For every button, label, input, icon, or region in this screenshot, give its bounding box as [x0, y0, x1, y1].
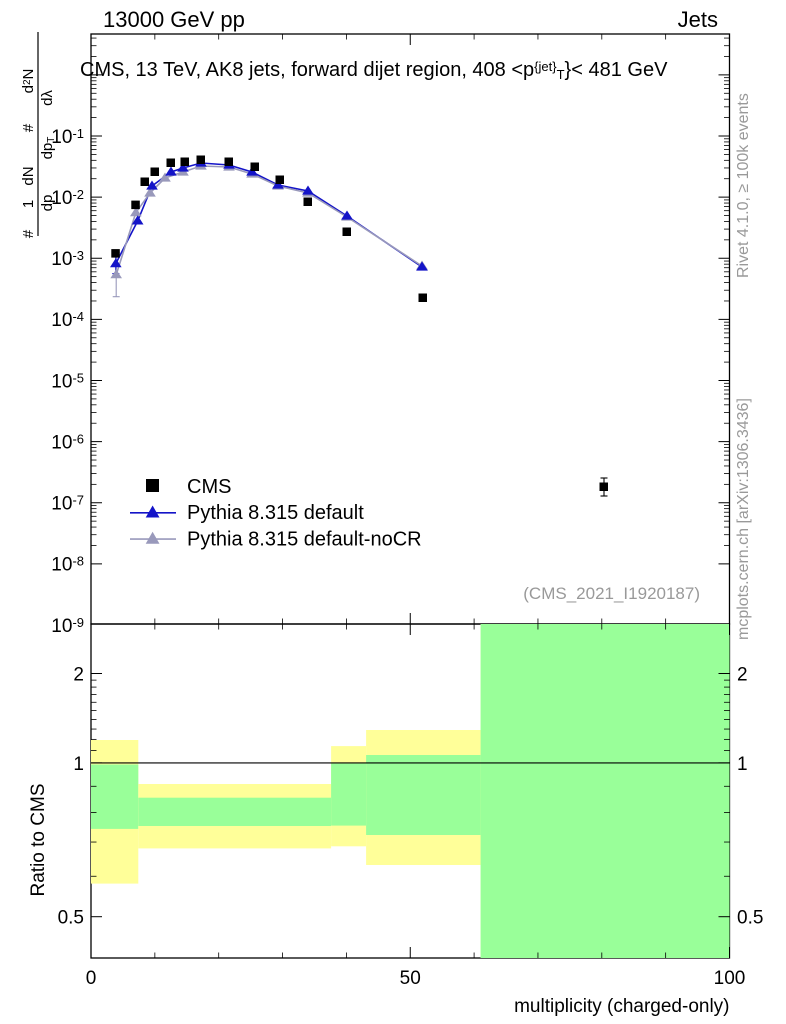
svg-text:#: #	[20, 229, 37, 238]
svg-text:2: 2	[737, 665, 748, 686]
svg-text:dp: dp	[39, 195, 56, 212]
svg-text:Ratio to CMS: Ratio to CMS	[28, 784, 49, 897]
svg-text:mcplots.cern.ch [arXiv:1306.34: mcplots.cern.ch [arXiv:1306.3436]	[735, 398, 752, 640]
svg-text:Rivet 4.1.0, ≥ 100k events: Rivet 4.1.0, ≥ 100k events	[735, 93, 752, 278]
svg-text:(CMS_2021_I1920187): (CMS_2021_I1920187)	[523, 584, 700, 603]
svg-text:50: 50	[400, 968, 421, 989]
svg-text:#: #	[20, 123, 37, 132]
svg-text:13000 GeV pp: 13000 GeV pp	[103, 7, 245, 32]
svg-text:multiplicity (charged-only): multiplicity (charged-only)	[514, 996, 729, 1017]
svg-text:1: 1	[20, 200, 37, 208]
svg-text:dN: dN	[20, 166, 37, 185]
svg-text:Jets: Jets	[678, 7, 718, 32]
svg-text:0.5: 0.5	[737, 908, 763, 929]
svg-text:1: 1	[73, 754, 84, 775]
svg-text:2: 2	[73, 665, 84, 686]
svg-text:dλ: dλ	[39, 90, 56, 106]
svg-text:0.5: 0.5	[58, 908, 84, 929]
svg-text:100: 100	[714, 968, 746, 989]
svg-text:Pythia 8.315 default-noCR: Pythia 8.315 default-noCR	[187, 528, 422, 550]
svg-text:CMS: CMS	[187, 476, 231, 498]
svg-text:0: 0	[86, 968, 97, 989]
svg-text:Pythia 8.315 default: Pythia 8.315 default	[187, 502, 364, 524]
svg-text:1: 1	[737, 754, 748, 775]
svg-text:CMS, 13 TeV, AK8 jets, forward: CMS, 13 TeV, AK8 jets, forward dijet reg…	[80, 59, 668, 82]
